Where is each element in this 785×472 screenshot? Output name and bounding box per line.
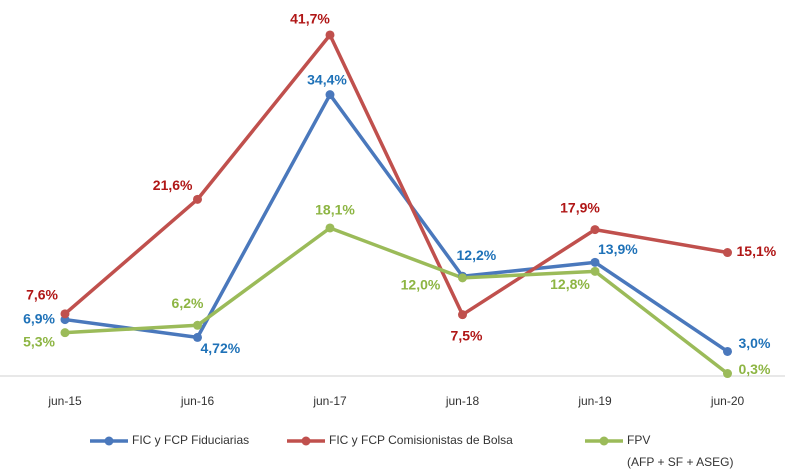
- point: [60, 328, 70, 338]
- x-tick-label: jun-17: [312, 394, 347, 408]
- data-label: 0,3%: [739, 361, 771, 377]
- point: [193, 194, 202, 204]
- point: [193, 332, 202, 342]
- data-label: 13,9%: [598, 241, 638, 257]
- data-label: 12,8%: [550, 276, 590, 292]
- data-label: 15,1%: [737, 243, 777, 259]
- x-tick-label: jun-20: [710, 394, 745, 408]
- data-label: 7,5%: [451, 327, 483, 343]
- point: [723, 369, 732, 379]
- data-label: 4,72%: [201, 340, 241, 356]
- data-label: 12,0%: [401, 277, 441, 293]
- point: [458, 310, 467, 320]
- legend-label: FIC y FCP Comisionistas de Bolsa: [329, 433, 513, 447]
- point: [590, 257, 600, 267]
- point: [325, 90, 335, 100]
- series-line: [63, 33, 728, 317]
- point: [590, 266, 600, 276]
- data-label: 34,4%: [307, 71, 347, 87]
- point: [325, 223, 335, 233]
- point: [458, 273, 467, 283]
- x-tick-label: jun-19: [577, 394, 612, 408]
- point: [723, 346, 732, 356]
- legend-note: (AFP + SF + ASEG): [627, 455, 733, 469]
- legend-marker: [599, 436, 609, 446]
- x-tick-label: jun-16: [180, 394, 215, 408]
- data-label: 21,6%: [153, 177, 193, 193]
- data-label: 6,9%: [23, 310, 55, 326]
- point: [590, 225, 600, 235]
- data-label: 5,3%: [23, 333, 55, 349]
- data-label: 6,2%: [172, 295, 204, 311]
- x-tick-label: jun-18: [445, 394, 480, 408]
- series-line: [64, 226, 729, 375]
- data-label: 3,0%: [739, 335, 771, 351]
- legend-label: FPV: [627, 433, 650, 447]
- data-label: 17,9%: [560, 199, 600, 215]
- legend-marker: [301, 436, 311, 446]
- x-tick-label: jun-15: [47, 394, 82, 408]
- data-label: 12,2%: [457, 247, 497, 263]
- point: [325, 30, 335, 40]
- data-label: 41,7%: [290, 11, 330, 27]
- legend-marker: [104, 436, 114, 446]
- data-label: 7,6%: [26, 287, 58, 303]
- point: [193, 320, 202, 330]
- series-line: [64, 92, 729, 353]
- point: [723, 248, 732, 258]
- point: [60, 309, 70, 319]
- legend-label: FIC y FCP Fiduciarias: [132, 433, 249, 447]
- data-label: 18,1%: [315, 202, 355, 218]
